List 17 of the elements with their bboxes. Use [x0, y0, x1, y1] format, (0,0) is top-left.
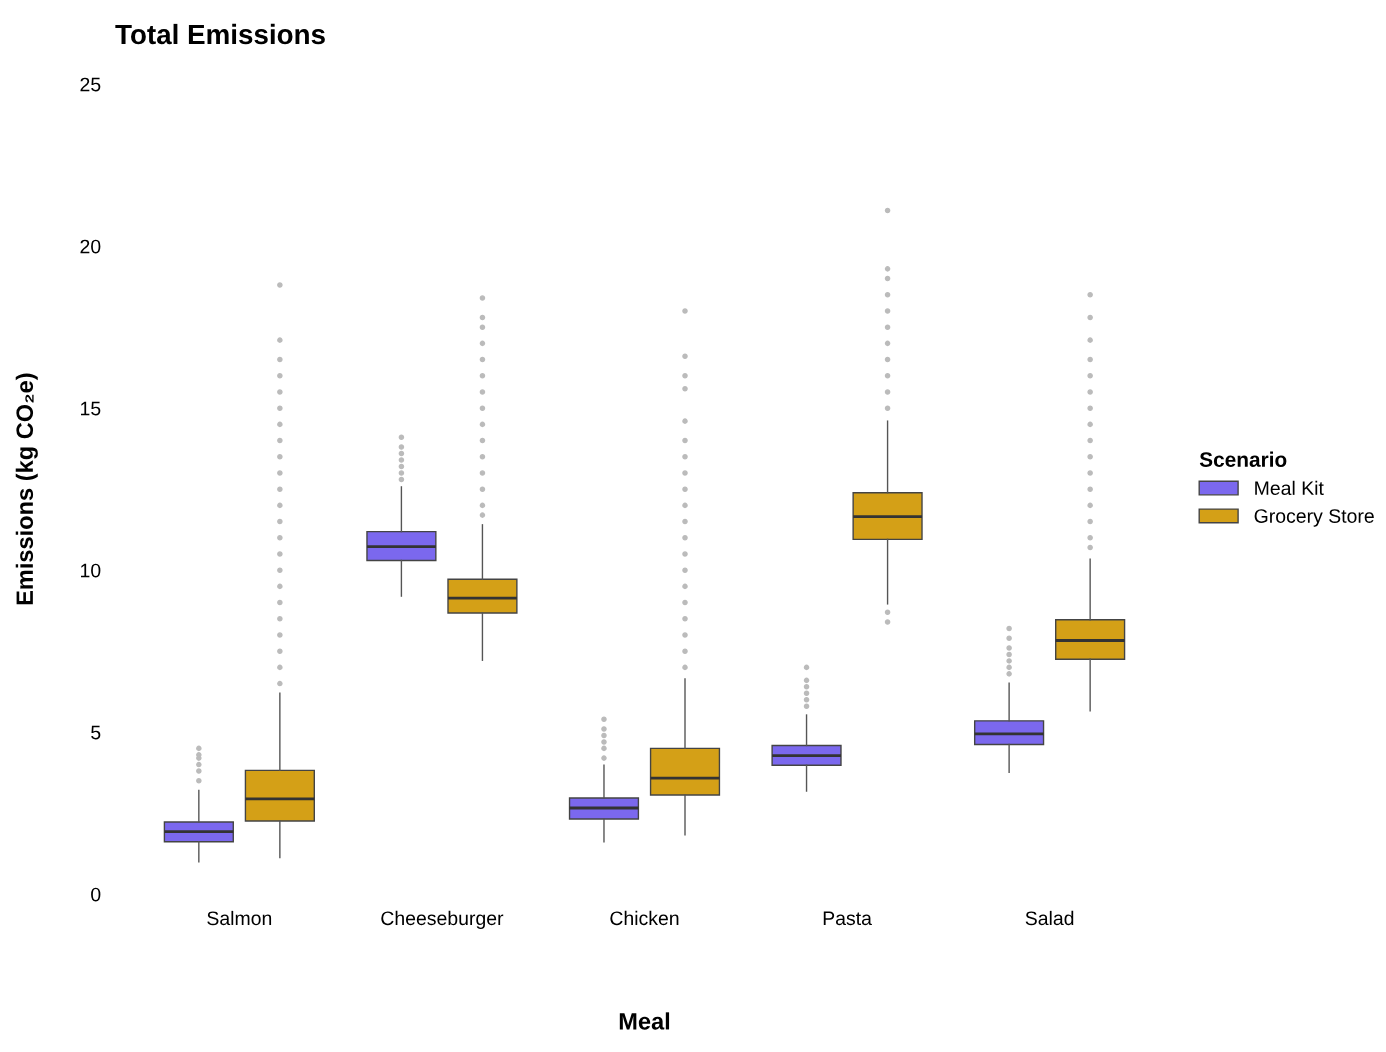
x-tick-label: Cheeseburger [381, 910, 504, 929]
y-tick-label: 20 [80, 239, 101, 254]
legend-title: Scenario [1199, 451, 1287, 467]
legend-label: Meal Kit [1255, 480, 1324, 496]
x-tick-label: Chicken [610, 910, 679, 926]
x-tick-label: Salad [1025, 910, 1074, 926]
x-tick-label: Pasta [823, 911, 872, 926]
y-tick-label: 10 [81, 563, 101, 578]
y-tick-label: 0 [91, 887, 101, 902]
x-axis-title: Meal [619, 1012, 670, 1030]
y-tick-label: 25 [80, 77, 101, 92]
y-tick-label: 15 [81, 401, 101, 416]
y-tick-label: 5 [91, 725, 101, 740]
y-axis-title: Emissions (kg CO₂e) [15, 373, 38, 605]
x-tick-label: Salmon [207, 910, 272, 926]
legend-label: Grocery Store [1254, 509, 1374, 527]
chart-title: Total Emissions [115, 23, 325, 45]
